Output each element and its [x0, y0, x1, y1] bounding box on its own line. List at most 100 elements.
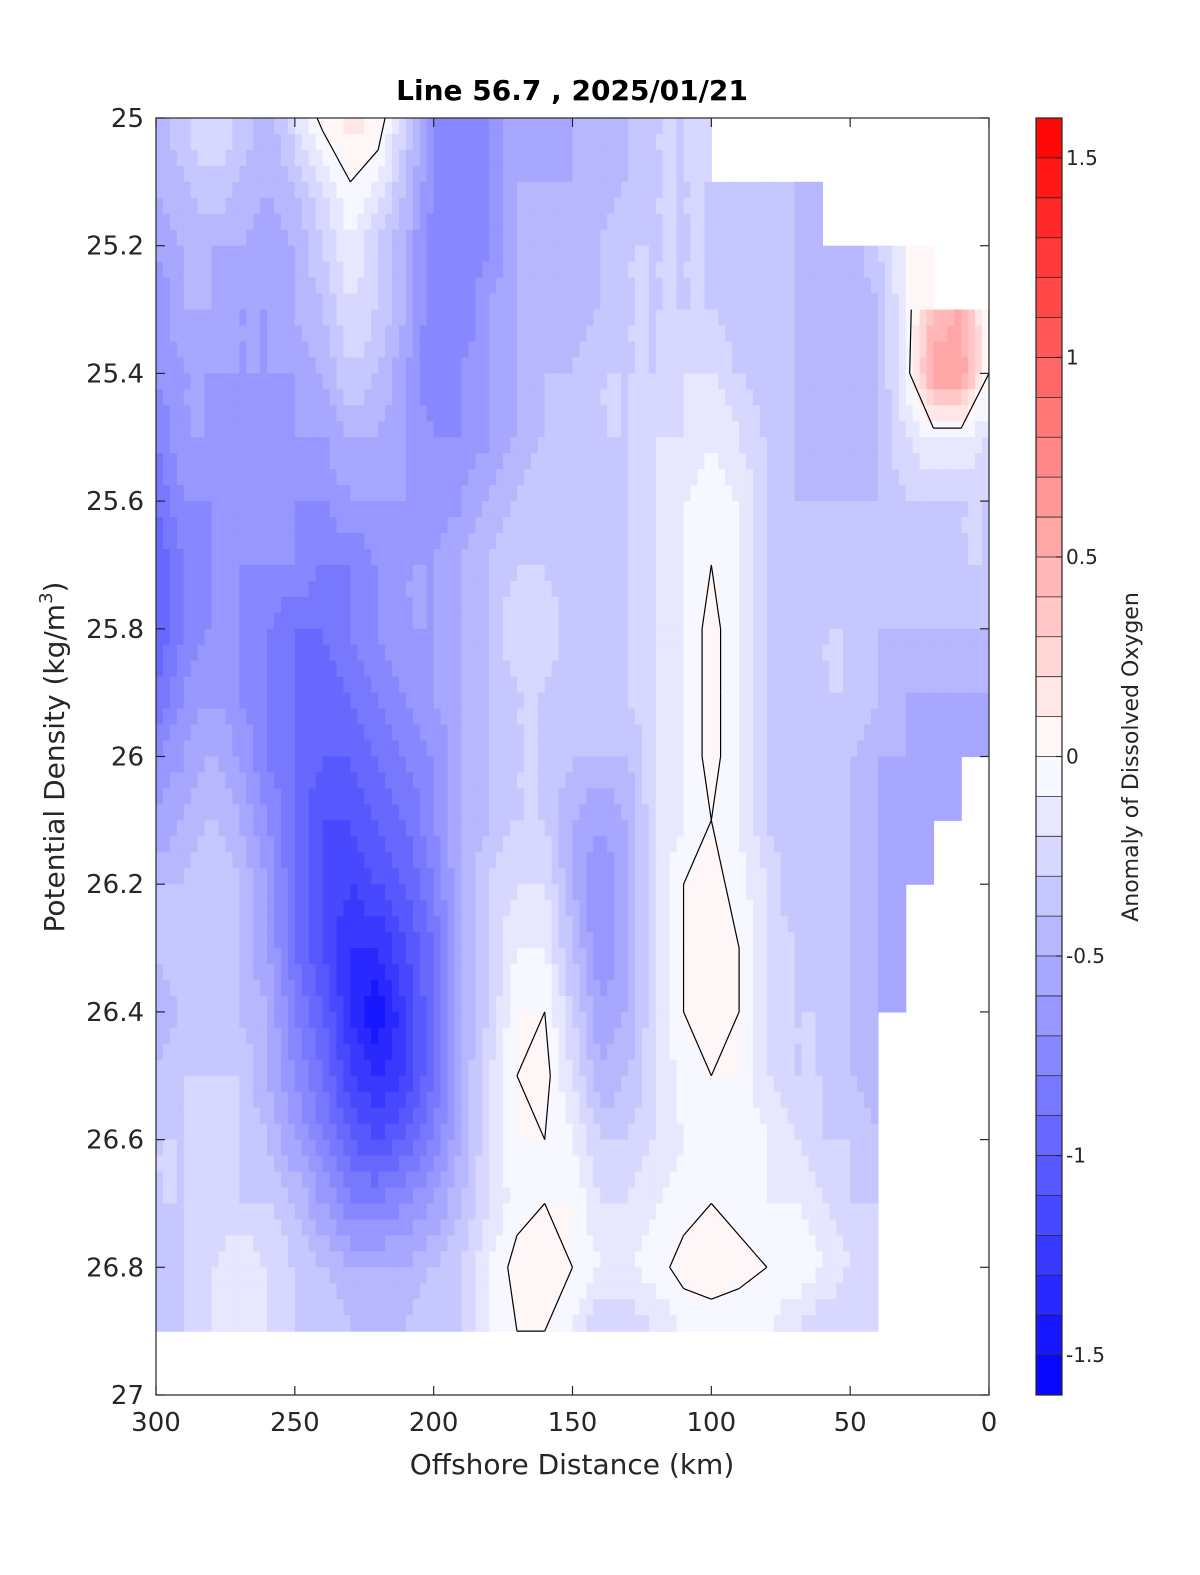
contour-cell [274, 692, 282, 710]
contour-cell [336, 469, 345, 486]
contour-cell [364, 357, 372, 374]
contour-cell [378, 804, 386, 821]
contour-cell [162, 501, 171, 518]
contour-cell [780, 437, 789, 454]
contour-cell [683, 485, 692, 502]
contour-cell [808, 261, 817, 279]
contour-cell [510, 421, 518, 438]
contour-cell [648, 293, 657, 311]
contour-cell [378, 692, 386, 710]
contour-cell [510, 293, 518, 311]
contour-cell [933, 644, 942, 662]
contour-cell [239, 756, 247, 774]
contour-cell [982, 437, 989, 454]
contour-cell [669, 644, 678, 662]
contour-cell [253, 213, 261, 231]
contour-cell [905, 501, 914, 518]
contour-cell [371, 517, 379, 534]
contour-cell [468, 708, 476, 726]
contour-cell [385, 405, 393, 422]
contour-cell [398, 644, 407, 662]
contour-cell [711, 261, 719, 279]
contour-cell [912, 469, 921, 486]
contour-cell [662, 501, 671, 518]
contour-cell [225, 852, 233, 869]
contour-cell [197, 149, 206, 167]
contour-cell [315, 149, 324, 167]
contour-cell [190, 708, 199, 726]
contour-cell [274, 197, 282, 215]
contour-cell [766, 485, 775, 502]
contour-cell [586, 261, 594, 279]
contour-cell [239, 772, 247, 790]
contour-cell [357, 181, 365, 199]
contour-cell [801, 357, 810, 374]
contour-cell [836, 740, 844, 758]
contour-cell [607, 469, 615, 486]
contour-cell [253, 469, 261, 486]
contour-cell [822, 389, 830, 406]
contour-cell [801, 341, 810, 359]
contour-cell [975, 596, 983, 614]
contour-cell [759, 628, 768, 646]
contour-cell [190, 261, 199, 279]
contour-cell [628, 580, 636, 598]
contour-cell [329, 245, 338, 263]
contour-cell [579, 724, 587, 742]
contour-cell [794, 485, 803, 502]
contour-cell [357, 261, 365, 279]
contour-cell [392, 405, 400, 422]
contour-cell [412, 277, 421, 295]
contour-cell [551, 676, 560, 694]
contour-cell [371, 389, 379, 406]
contour-cell [975, 405, 983, 422]
contour-cell [162, 580, 171, 598]
contour-cell [426, 118, 435, 135]
contour-cell [870, 533, 879, 550]
contour-cell [725, 213, 733, 231]
contour-cell [204, 628, 213, 646]
contour-cell [267, 213, 275, 231]
contour-cell [516, 517, 525, 534]
contour-cell [711, 389, 719, 406]
contour-cell [468, 181, 476, 199]
contour-cell [475, 421, 483, 438]
contour-cell [398, 708, 407, 726]
contour-cell [169, 628, 178, 646]
contour-cell [364, 517, 372, 534]
contour-cell [676, 277, 685, 295]
contour-cell [537, 596, 546, 614]
contour-cell [870, 421, 879, 438]
contour-cell [621, 261, 629, 279]
contour-cell [718, 517, 726, 534]
contour-cell [752, 517, 761, 534]
contour-cell [392, 501, 400, 518]
contour-cell [912, 389, 921, 406]
contour-cell [975, 485, 983, 502]
contour-cell [662, 437, 671, 454]
contour-cell [905, 533, 914, 550]
contour-cell [544, 165, 553, 183]
contour-cell [412, 676, 421, 694]
contour-cell [864, 325, 872, 343]
contour-cell [398, 596, 407, 614]
contour-cell [718, 772, 726, 790]
contour-cell [669, 804, 678, 821]
contour-cell [683, 517, 692, 534]
contour-cell [343, 756, 351, 774]
contour-cell [919, 437, 928, 454]
contour-cell [544, 660, 553, 678]
contour-cell [628, 740, 636, 758]
contour-cell [746, 373, 754, 390]
contour-cell [794, 612, 803, 630]
contour-cell [794, 389, 803, 406]
contour-cell [752, 293, 761, 311]
contour-cell [246, 405, 254, 422]
contour-cell [503, 437, 511, 454]
contour-cell [176, 580, 185, 598]
contour-cell [301, 612, 310, 630]
contour-cell [690, 245, 699, 263]
contour-cell [683, 548, 692, 566]
contour-cell [253, 852, 261, 869]
contour-cell [759, 596, 768, 614]
